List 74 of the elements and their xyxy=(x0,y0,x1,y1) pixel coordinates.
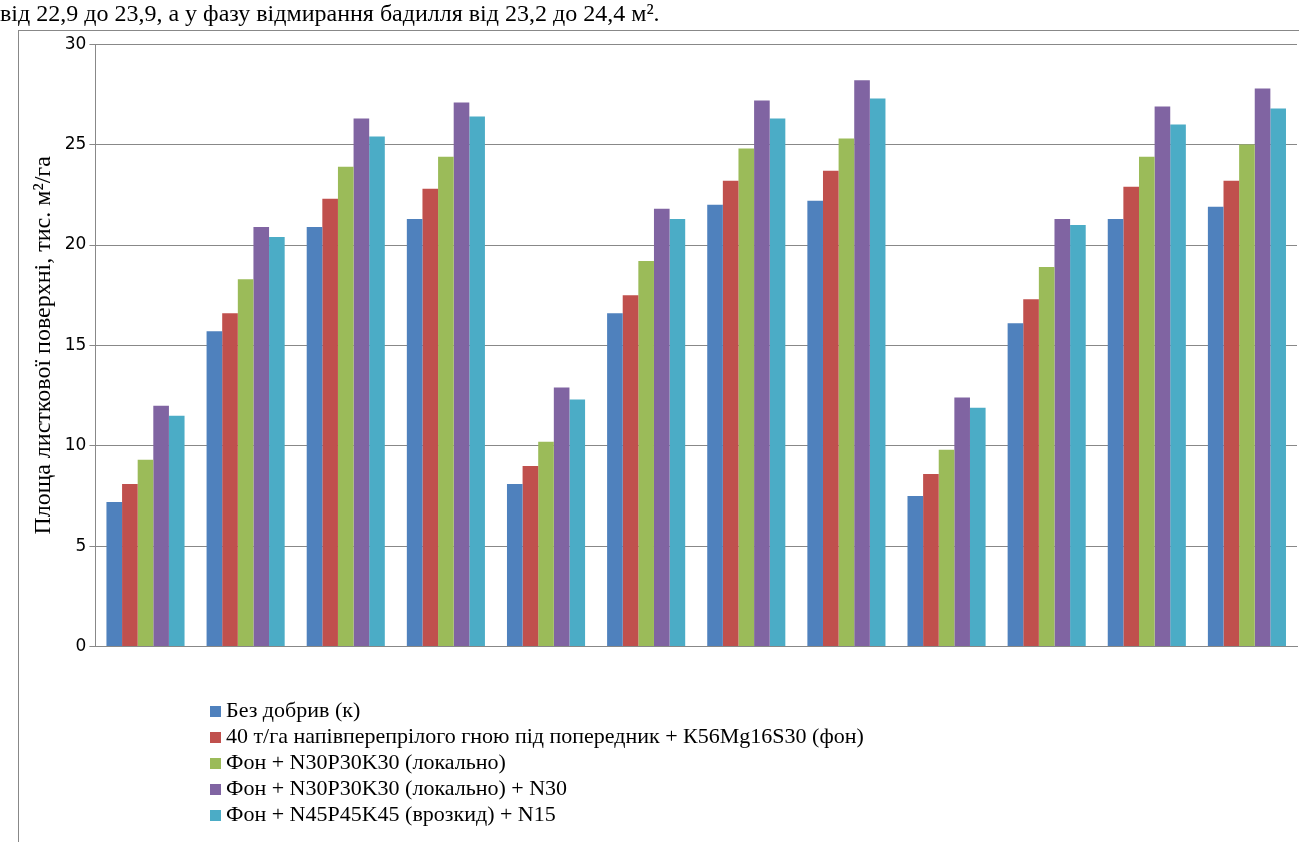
bar xyxy=(969,407,986,647)
bar xyxy=(1154,106,1171,647)
bar xyxy=(137,459,154,647)
bar xyxy=(1007,323,1024,647)
bar xyxy=(669,218,686,647)
y-axis-title: Площа листкової поверхні, тис. м²/га xyxy=(28,155,55,535)
bar xyxy=(1023,299,1039,647)
bar xyxy=(253,226,270,647)
y-tick-label: 30 xyxy=(64,32,87,53)
bar xyxy=(769,118,786,647)
bar xyxy=(353,118,370,647)
bar xyxy=(754,100,770,647)
bar xyxy=(337,166,354,647)
bar xyxy=(153,405,169,647)
bar xyxy=(1254,88,1271,647)
legend-label: Фон + N30P30K30 (локально) + N30 xyxy=(226,775,568,800)
bar xyxy=(738,148,755,647)
text: від 22,9 до 23,9, а у фазу відмирання бадилля від 23,2 до 24,4 м². xyxy=(0,0,660,26)
bar xyxy=(569,399,586,647)
bar xyxy=(838,138,855,647)
bar xyxy=(1170,124,1186,647)
legend-label: Без добрив (к) xyxy=(226,697,361,722)
bar xyxy=(553,387,570,647)
bar xyxy=(168,415,185,647)
bar xyxy=(469,116,485,647)
bar xyxy=(1123,186,1139,647)
bar xyxy=(438,156,454,647)
bar xyxy=(1270,108,1286,647)
y-tick-label: 20 xyxy=(64,233,87,254)
bar xyxy=(1138,156,1155,647)
y-tick-label: 15 xyxy=(64,333,87,354)
bar xyxy=(707,204,723,647)
legend-label: 40 т/га напівперепрілого гною під попередник + К56Mg16S30 (фон) xyxy=(226,723,864,748)
y-tick-label: 5 xyxy=(75,534,87,555)
bar xyxy=(406,218,423,647)
bar xyxy=(923,473,939,647)
y-tick-label: 0 xyxy=(75,635,87,656)
bar xyxy=(807,200,823,647)
bar xyxy=(907,496,924,647)
bar xyxy=(122,483,138,647)
bar xyxy=(722,180,739,647)
y-tick-label: 25 xyxy=(64,133,87,154)
bar xyxy=(954,397,970,647)
legend-label: Фон + N30P30K30 (локально) xyxy=(226,749,506,774)
bar xyxy=(938,449,955,647)
bar xyxy=(622,295,639,647)
bar xyxy=(607,313,623,647)
bar xyxy=(522,465,539,647)
bar xyxy=(638,261,654,647)
bar xyxy=(1038,267,1055,647)
bar xyxy=(1223,180,1240,647)
bar xyxy=(453,102,470,647)
bar xyxy=(869,98,886,647)
y-tick-label: 10 xyxy=(64,434,87,455)
bar xyxy=(306,226,323,647)
legend-label: Фон + N45P45K45 (врозкид) + N15 xyxy=(226,801,556,826)
bar xyxy=(237,279,254,647)
bar xyxy=(538,441,554,647)
bar xyxy=(322,198,338,647)
bar xyxy=(822,170,839,647)
bar xyxy=(106,502,123,647)
bar xyxy=(269,236,285,647)
bar xyxy=(369,136,385,647)
bar xyxy=(854,80,870,647)
bar xyxy=(653,208,670,647)
bar xyxy=(206,331,223,647)
bar xyxy=(506,483,523,647)
bar xyxy=(422,188,439,647)
bar xyxy=(1239,144,1255,647)
bar xyxy=(1070,224,1086,647)
bar xyxy=(1207,206,1224,647)
bar xyxy=(1054,218,1071,647)
bar xyxy=(1107,218,1124,647)
bar xyxy=(222,313,238,647)
